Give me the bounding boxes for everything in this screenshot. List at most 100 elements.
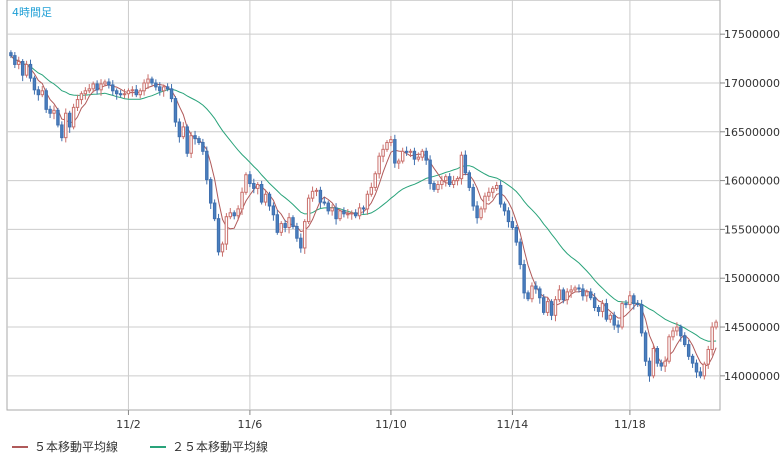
candle-body — [440, 180, 444, 186]
candle-body — [9, 52, 13, 57]
candle-body — [154, 82, 158, 88]
candle-body — [518, 241, 522, 266]
candle-body — [361, 207, 366, 210]
ma25-layer — [10, 55, 717, 342]
candle-body — [377, 155, 381, 175]
candle-body — [224, 216, 229, 245]
candle-body — [177, 121, 182, 138]
candle-body — [365, 193, 370, 210]
candle-body — [71, 106, 76, 128]
x-tick-label: 11/10 — [375, 418, 407, 431]
candle-body — [385, 142, 389, 150]
candle-body — [412, 150, 417, 160]
candle-body — [146, 78, 150, 84]
candle-body — [483, 195, 487, 210]
candle-body — [667, 336, 671, 362]
x-tick-label: 11/6 — [238, 418, 263, 431]
candle-body — [56, 109, 60, 126]
candle-body — [318, 189, 323, 203]
candle-body — [675, 326, 679, 332]
candle-body — [111, 84, 115, 92]
candle-body — [291, 217, 295, 227]
candle-body — [557, 289, 562, 301]
candle-body — [130, 89, 135, 92]
candle-body — [686, 344, 691, 357]
candle-body — [67, 112, 72, 128]
candle-body — [240, 191, 244, 210]
candle-body — [342, 210, 346, 215]
candle-body — [651, 348, 656, 377]
candle-body — [287, 217, 291, 228]
candle-body — [577, 287, 581, 290]
candle-body — [592, 297, 597, 309]
candle-body — [232, 212, 236, 217]
plot-frame — [6, 0, 721, 411]
candle-body — [205, 150, 209, 181]
candle-body — [620, 303, 624, 328]
candle-body — [193, 135, 197, 140]
candle-body — [694, 362, 699, 373]
candle-body — [553, 299, 558, 316]
candle-body — [220, 243, 225, 253]
candle-body — [314, 189, 319, 192]
candle-body — [393, 139, 397, 164]
candle-body — [397, 160, 401, 164]
candle-body — [447, 176, 452, 185]
candle-body — [173, 98, 178, 123]
timeframe-label: 4時間足 — [12, 6, 52, 19]
candle-body — [24, 63, 29, 76]
candle-body — [299, 237, 303, 249]
y-tick-label: 15500000 — [724, 223, 780, 236]
candle-body — [639, 304, 644, 334]
candle-body — [36, 89, 41, 96]
candle-body — [32, 77, 37, 91]
candle-body — [357, 207, 362, 217]
candle-body — [506, 210, 511, 223]
candle-body — [679, 326, 683, 337]
candle-body — [150, 78, 154, 84]
candle-body — [271, 205, 276, 216]
y-tick-label: 16000000 — [724, 175, 780, 188]
candle-body — [114, 90, 119, 95]
candle-body — [663, 360, 667, 367]
grid-layer — [7, 0, 720, 410]
candle-body — [44, 90, 48, 110]
candle-body — [295, 225, 299, 239]
candle-body — [604, 303, 609, 320]
candle-body — [534, 285, 538, 290]
candle-body — [138, 90, 142, 96]
candle-body — [208, 179, 213, 204]
candle-body — [561, 289, 566, 301]
candle-body — [369, 186, 374, 195]
y-tick-label: 17000000 — [724, 77, 780, 90]
candle-layer — [9, 50, 718, 382]
candle-body — [283, 223, 287, 228]
candle-body — [565, 291, 569, 301]
candle-body — [632, 295, 636, 305]
candle-body — [306, 197, 311, 223]
candle-body — [165, 86, 170, 90]
candle-body — [514, 226, 519, 243]
candle-body — [310, 190, 315, 199]
candle-body — [498, 184, 503, 205]
candle-body — [683, 335, 687, 346]
candle-body — [275, 214, 280, 233]
candle-body — [416, 156, 421, 160]
candle-body — [60, 124, 64, 139]
candle-body — [530, 285, 534, 300]
candle-body — [201, 142, 205, 152]
candle-body — [404, 150, 409, 153]
legend-ma25-label: ２５本移動平均線 — [172, 440, 269, 454]
candle-body — [95, 83, 99, 91]
candle-body — [83, 90, 88, 95]
candle-body — [334, 207, 338, 220]
candle-body — [698, 371, 703, 377]
candle-body — [710, 326, 714, 350]
candle-body — [451, 180, 456, 186]
candle-body — [655, 348, 660, 364]
candle-body — [279, 223, 283, 233]
candle-body — [189, 135, 193, 154]
candle-body — [647, 360, 652, 377]
